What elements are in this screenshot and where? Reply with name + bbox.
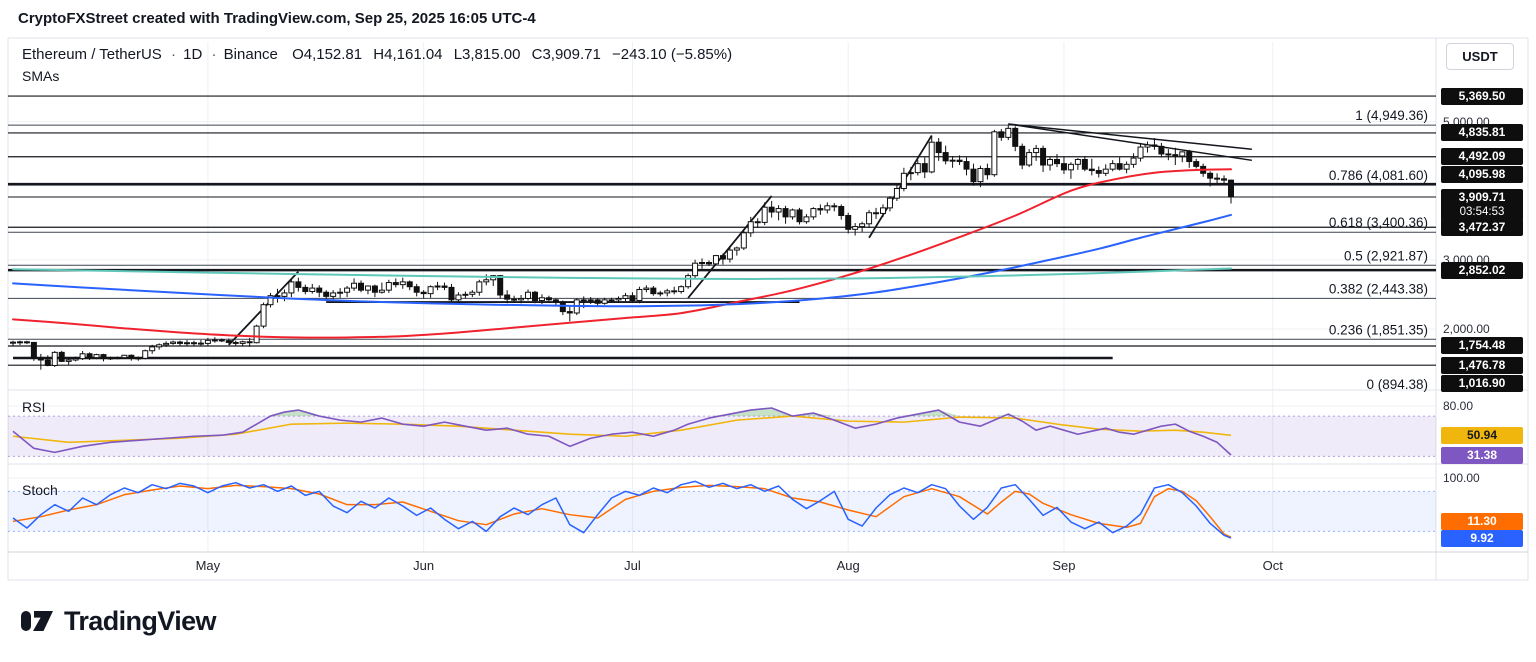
- chart-canvas[interactable]: May Jun Jul Aug Sep Oct 1 (4,949.36) 0.786 (4,0…: [0, 0, 1536, 662]
- fib-level-label: 0.5 (2,921.87): [1344, 248, 1428, 263]
- fib-level-label: 1 (4,949.36): [1355, 108, 1428, 123]
- tradingview-logo-icon: [20, 604, 54, 638]
- stoch-panel-label[interactable]: Stoch: [22, 482, 58, 498]
- month-axis-label: Jul: [624, 558, 641, 573]
- separator-dot: ·: [171, 46, 176, 63]
- month-axis-label: Oct: [1263, 558, 1284, 573]
- tradingview-logo[interactable]: TradingView: [20, 604, 216, 638]
- change-label: −243.10 (−5.85%): [612, 46, 732, 63]
- month-axis-label: Aug: [837, 558, 860, 573]
- interval-label: 1D: [183, 46, 202, 63]
- currency-toggle-button[interactable]: USDT: [1446, 43, 1514, 70]
- ohlc-high: H4,161.04: [373, 46, 442, 63]
- ohlc-open: O4,152.81: [292, 46, 362, 63]
- symbol-title: Ethereum / TetherUS: [22, 46, 162, 63]
- page: May Jun Jul Aug Sep Oct 1 (4,949.36) 0.786 (4,0…: [0, 0, 1536, 662]
- fib-level-label: 0.236 (1,851.35): [1329, 322, 1428, 337]
- ohlc-low: L3,815.00: [454, 46, 521, 63]
- smas-indicator-label[interactable]: SMAs: [22, 68, 59, 84]
- fib-level-label: 0.382 (2,443.38): [1329, 281, 1428, 296]
- exchange-label: Binance: [224, 46, 278, 63]
- fib-level-label: 0.786 (4,081.60): [1329, 168, 1428, 183]
- month-axis-label: Sep: [1052, 558, 1075, 573]
- symbol-row[interactable]: Ethereum / TetherUS · 1D · Binance O4,15…: [22, 46, 739, 63]
- month-axis-label: May: [196, 558, 221, 573]
- fib-level-label: 0.618 (3,400.36): [1329, 215, 1428, 230]
- credit-line: CryptoFXStreet created with TradingView.…: [18, 10, 536, 27]
- fib-level-label: 0 (894.38): [1366, 377, 1428, 392]
- tradingview-wordmark: TradingView: [64, 606, 216, 637]
- ohlc-close: C3,909.71: [532, 46, 601, 63]
- month-axis-label: Jun: [413, 558, 434, 573]
- separator-dot: ·: [212, 46, 217, 63]
- rsi-panel-label[interactable]: RSI: [22, 399, 45, 415]
